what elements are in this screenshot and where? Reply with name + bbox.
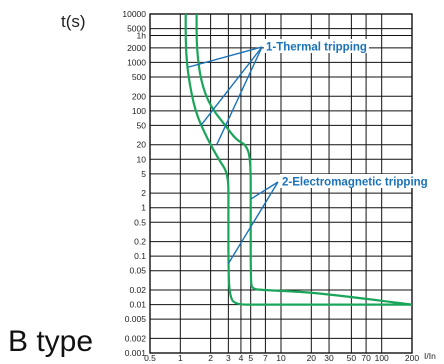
y-tick-label: 50	[137, 120, 147, 130]
y-tick-label: 0.01	[129, 300, 146, 310]
trip-curves	[184, 14, 413, 306]
y-tick-label: 10	[137, 154, 147, 164]
x-tick-label: 4	[239, 353, 244, 363]
x-tick-label: 100	[375, 353, 389, 363]
x-tick-labels: 0.5 1 2 3 4 5 7 10 20 30 50 70 100 200	[144, 353, 419, 363]
y-tick-label: 1000	[127, 57, 146, 67]
y-tick-label: 5	[141, 169, 146, 179]
annotation-pointer	[200, 46, 263, 126]
y-tick-label: 0.005	[125, 314, 147, 324]
x-tick-label: 2	[208, 353, 213, 363]
y-tick-label: 10000	[122, 9, 146, 19]
y-tick-label: 0.5	[134, 217, 146, 227]
y-tick-label: 2	[141, 188, 146, 198]
annotation-background	[264, 39, 369, 53]
y-tick-label: 0.2	[134, 237, 146, 247]
y-tick-label: 500	[132, 72, 146, 82]
y-tick-label: 0.05	[129, 266, 146, 276]
x-tick-label: 7	[263, 353, 268, 363]
x-tick-label: 20	[307, 353, 317, 363]
trip-curve-line	[195, 14, 413, 306]
annotation-pointer	[188, 46, 263, 68]
x-tick-label: 10	[276, 353, 286, 363]
y-tick-label: 1	[141, 203, 146, 213]
y-tick-label: 20	[137, 140, 147, 150]
x-axis-label: I/In	[424, 351, 436, 361]
y-axis-label: t(s)	[61, 12, 86, 31]
y-tick-label: 5000	[127, 24, 146, 34]
annotations: 1-Thermal tripping 2-Electromagnetic trip…	[188, 39, 430, 265]
x-tick-label: 70	[361, 353, 371, 363]
x-tick-label: 1	[178, 353, 183, 363]
y-tick-label: 0.001	[125, 348, 147, 358]
y-tick-label: 200	[132, 91, 146, 101]
x-tick-label: 3	[226, 353, 231, 363]
trip-curve-line	[184, 14, 412, 306]
x-tick-label: 5	[248, 353, 253, 363]
y-tick-label: 0.02	[129, 285, 146, 295]
annotation-label: 2-Electromagnetic tripping	[282, 177, 428, 189]
annotation-pointer	[250, 181, 279, 200]
x-tick-label: 30	[324, 353, 334, 363]
chart-title: B type	[8, 325, 93, 358]
y-tick-label: 100	[132, 106, 146, 116]
y-tick-label: 2000	[127, 43, 146, 53]
x-tick-label: 200	[405, 353, 419, 363]
annotation-pointer	[216, 46, 263, 146]
annotation-background	[280, 174, 430, 188]
annotation-pointer	[227, 181, 279, 265]
y-tick-label: 0.1	[134, 251, 146, 261]
y-tick-label: 0.002	[125, 333, 147, 343]
annotation-label: 1-Thermal tripping	[266, 42, 367, 54]
y-tick-label: 1h	[137, 30, 147, 40]
x-tick-label: 50	[347, 353, 357, 363]
x-tick-label: 0.5	[144, 353, 156, 363]
